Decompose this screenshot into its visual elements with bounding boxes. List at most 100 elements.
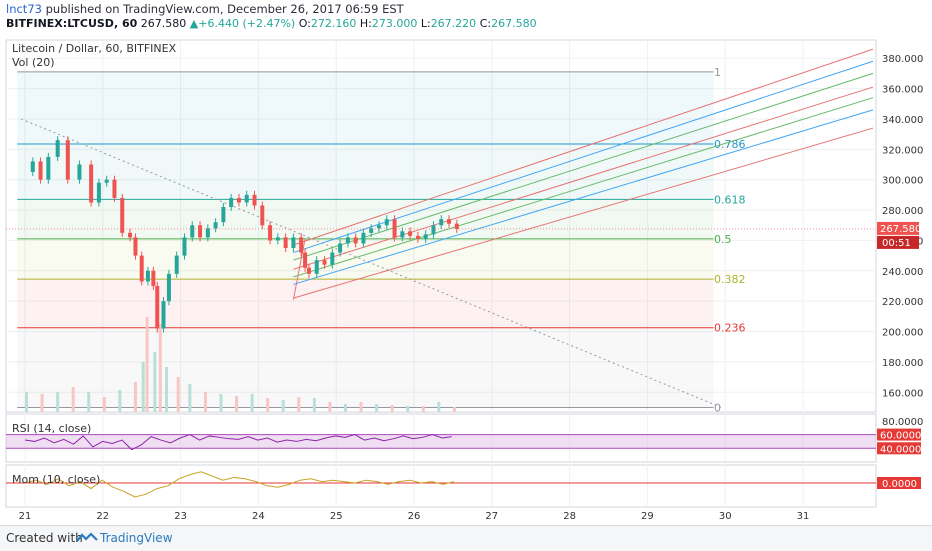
candle-body (439, 219, 444, 226)
countdown-label: 00:51 (882, 238, 911, 249)
candle-body (96, 182, 101, 203)
candle-body (384, 219, 389, 226)
volume-bar (266, 398, 270, 412)
candle-body (151, 270, 156, 286)
candle-body (221, 207, 226, 223)
y-tick-label: 360.000 (882, 85, 923, 96)
author-link[interactable]: lnct73 (6, 2, 42, 16)
fib-band (17, 327, 714, 408)
high-label: H: (359, 17, 372, 30)
candle-body (353, 237, 358, 244)
footer-bar: Created with TradingView (0, 525, 932, 551)
volume-bar (343, 404, 347, 412)
volume-bar (165, 367, 169, 412)
candle-body (174, 255, 179, 274)
momentum-zero-tag (877, 477, 921, 489)
countdown-tag (877, 235, 919, 249)
candle-body (205, 228, 210, 238)
volume-bar (176, 377, 180, 412)
volume-bar (87, 392, 91, 412)
chart-title: Litecoin / Dollar, 60, BITFINEX (12, 42, 177, 55)
fib-band (17, 279, 714, 328)
fib-band (17, 144, 714, 200)
volume-bar (437, 402, 441, 412)
candle-body (275, 237, 280, 241)
candle-body (338, 243, 343, 253)
x-tick-label: 29 (641, 511, 654, 522)
publish-info: lnct73 published on TradingView.com, Dec… (6, 2, 404, 16)
volume-bar (406, 406, 410, 412)
volume-bar (40, 394, 44, 412)
close-label: C: (479, 17, 492, 30)
momentum-line (24, 471, 455, 498)
candle-body (161, 301, 166, 329)
channel-line (293, 97, 874, 278)
candle-body (268, 225, 273, 241)
candle-body (392, 219, 397, 238)
candle-body (30, 161, 35, 173)
candle-body (244, 194, 249, 203)
candle-body (77, 164, 82, 180)
volume-bar (56, 392, 60, 412)
volume-bar (297, 397, 301, 412)
x-tick-label: 22 (96, 511, 109, 522)
tradingview-brand-link[interactable]: TradingView (100, 531, 173, 545)
fib-level-label: 0.382 (714, 273, 746, 286)
triangle-up-icon: ▲ (189, 17, 199, 30)
volume-bar (281, 400, 285, 412)
low-label: L: (420, 17, 431, 30)
created-with-text: Created with (6, 531, 83, 545)
candle-body (345, 237, 350, 244)
momentum-zero-tag-label: 0.0000 (882, 479, 917, 490)
low-value: 267.220 (430, 17, 477, 30)
candle-body (299, 237, 304, 253)
x-tick-label: 25 (330, 511, 343, 522)
candle-body (46, 156, 51, 180)
candle-body (65, 140, 70, 180)
x-tick-label: 27 (485, 511, 498, 522)
candle-body (190, 225, 195, 238)
candle-body (408, 231, 413, 236)
price-chart[interactable]: 1 0.786 0.618 0.5 0.382 0.236 0 160.000 180.000… (0, 0, 932, 525)
last-price-tag (877, 221, 919, 235)
volume-bar (235, 396, 239, 412)
x-tick-label: 21 (19, 511, 32, 522)
candle-body (330, 252, 335, 265)
volume-bar (219, 394, 223, 412)
candle-body (400, 231, 405, 238)
candle-body (198, 225, 203, 238)
candle-body (236, 197, 241, 203)
volume-bar (141, 362, 145, 412)
close-value: 267.580 (491, 17, 537, 30)
fib-level-label: 1 (714, 66, 721, 79)
volume-bar (203, 392, 207, 412)
y-tick-label: 200.000 (882, 328, 923, 339)
candle-body (361, 232, 366, 244)
x-tick-label: 30 (719, 511, 732, 522)
candle-body (55, 140, 60, 157)
y-tick-label: 300.000 (882, 176, 923, 187)
y-tick-label: 280.000 (882, 206, 923, 217)
high-value: 273.000 (371, 17, 418, 30)
candle-body (303, 252, 308, 268)
x-tick-label: 26 (408, 511, 421, 522)
trend-line (20, 118, 722, 408)
open-value: 272.160 (310, 17, 357, 30)
volume-bar (421, 406, 425, 412)
fib-band (17, 71, 714, 145)
volume-label: Vol (20) (12, 56, 55, 69)
candle-body (128, 232, 133, 238)
candle-body (314, 260, 319, 274)
candle-body (431, 225, 436, 235)
channel-line (293, 109, 874, 285)
published-text: published on TradingView.com, December 2… (45, 2, 404, 16)
last-price: 267.580 (140, 17, 187, 30)
x-tick-label: 24 (252, 511, 265, 522)
volume-bar (102, 397, 106, 412)
y-tick-label: 320.000 (882, 145, 923, 156)
channel-line (293, 60, 874, 254)
candle-body (322, 260, 327, 265)
volume-bar (25, 392, 28, 412)
rsi-label: RSI (14, close) (12, 422, 91, 435)
y-tick-label: 340.000 (882, 115, 923, 126)
